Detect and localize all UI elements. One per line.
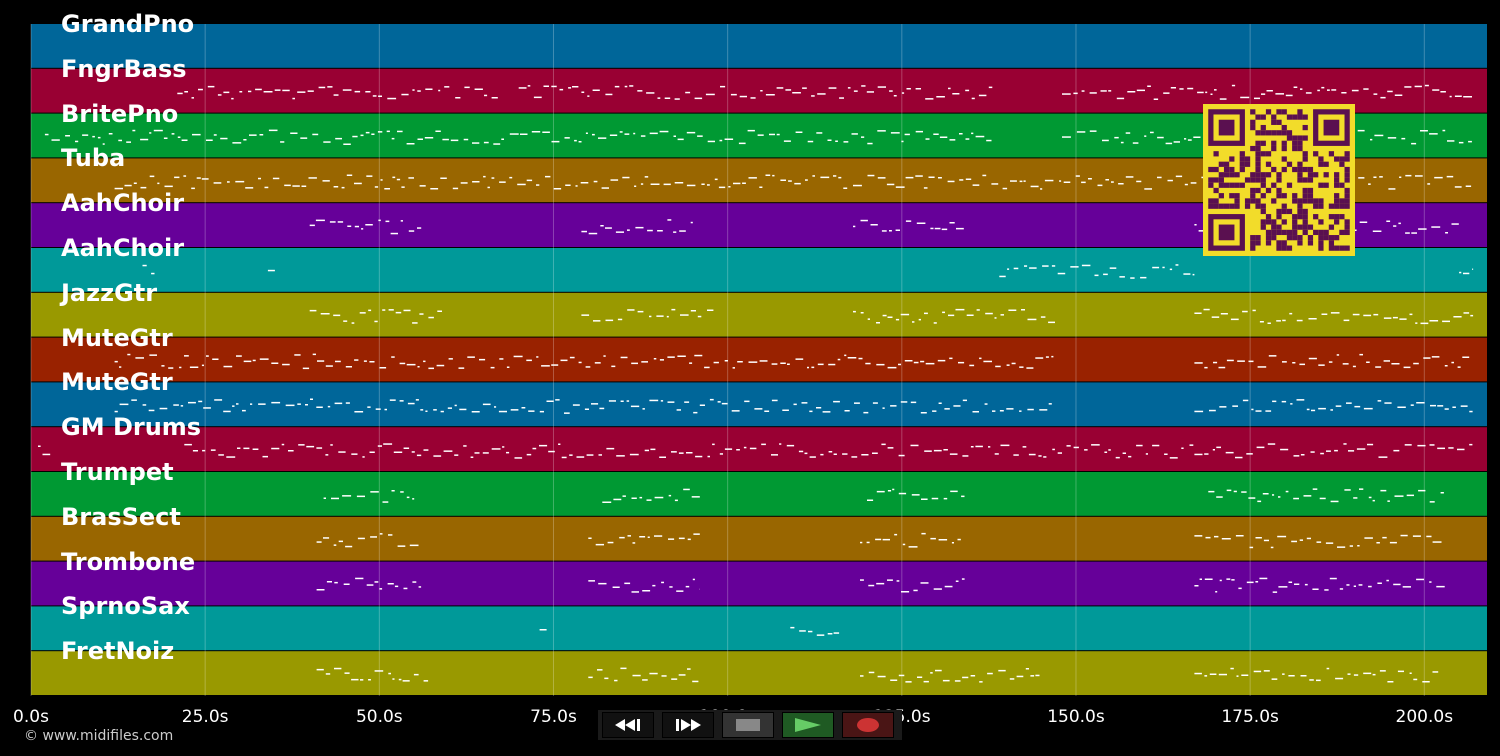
track-label: Tuba: [61, 144, 126, 173]
tick-label: 150.0s: [1047, 707, 1105, 727]
tick-label: 75.0s: [530, 707, 577, 727]
stop-button[interactable]: [722, 712, 774, 738]
track-lane: [31, 472, 1487, 516]
track-lane: [31, 337, 1487, 382]
record-icon: [857, 718, 879, 732]
track-label: BritePno: [61, 99, 179, 128]
stop-icon: [736, 719, 760, 731]
tick-label: 175.0s: [1221, 707, 1279, 727]
track-lane: [31, 651, 1487, 695]
track-notes: [316, 577, 1445, 593]
track-label: GM Drums: [61, 413, 202, 442]
track-lane: [31, 561, 1487, 606]
track-label: GrandPno: [61, 10, 195, 38]
fast-forward-icon: [676, 719, 701, 731]
track-label: AahChoir: [61, 189, 185, 218]
tick-label: 50.0s: [355, 707, 403, 727]
track-lane: [31, 382, 1487, 427]
track-label: FngrBass: [61, 54, 187, 83]
track-notes: [316, 532, 1442, 549]
tick-label: 25.0s: [181, 707, 229, 727]
track-notes: [114, 353, 1470, 370]
rewind-icon: [615, 719, 640, 731]
track-lane: [31, 24, 1487, 68]
track-label: FretNoiz: [61, 637, 175, 666]
fast-forward-button[interactable]: [662, 712, 714, 738]
track-notes: [323, 488, 1444, 503]
track-lane: [31, 606, 1487, 651]
transport-controls: [598, 710, 902, 740]
track-label: Trumpet: [61, 458, 174, 486]
track-notes: [177, 84, 1472, 100]
track-notes: [142, 264, 1474, 279]
track-label: MuteGtr: [61, 323, 173, 352]
track-lane: [31, 516, 1487, 561]
qr-code: [1203, 104, 1355, 256]
play-button[interactable]: [782, 712, 834, 738]
track-notes: [539, 626, 840, 636]
tick-label: 200.0s: [1395, 707, 1454, 727]
rewind-button[interactable]: [602, 712, 654, 738]
track-label: AahChoir: [61, 234, 185, 262]
track-label: Trombone: [61, 547, 196, 576]
track-label: JazzGtr: [61, 278, 158, 307]
track-label: MuteGtr: [61, 368, 173, 397]
track-notes: [38, 443, 1473, 459]
tick-label: 0.0s: [13, 707, 49, 727]
track-notes: [309, 308, 1474, 325]
track-notes: [114, 398, 1473, 414]
copyright-text: © www.midifiles.com: [24, 728, 174, 744]
track-label: BrasSect: [61, 502, 181, 531]
track-lane: [31, 292, 1487, 337]
track-notes: [316, 667, 1439, 683]
record-button[interactable]: [842, 712, 894, 738]
track-label: SprnoSax: [61, 592, 190, 621]
play-icon: [795, 718, 821, 732]
